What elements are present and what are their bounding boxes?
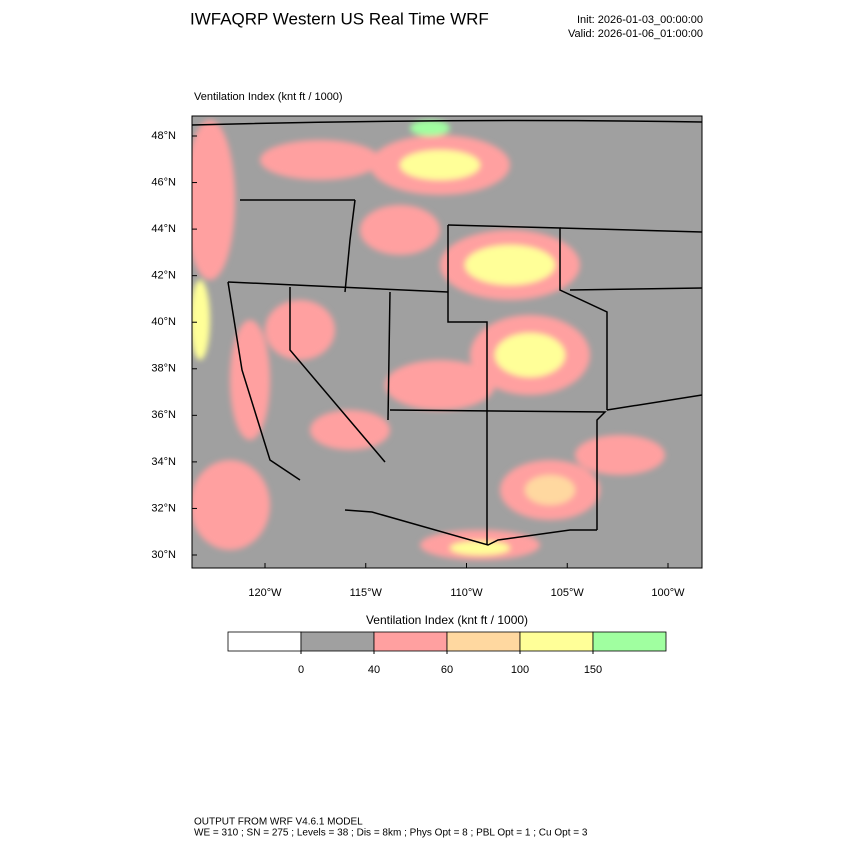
map-shape [289, 287, 386, 463]
footer-line: WE = 310 ; SN = 275 ; Levels = 38 ; Dis … [194, 828, 588, 839]
colorbar-box [592, 631, 667, 652]
colorbar-box [300, 631, 375, 652]
title: IWFAQRP Western US Real Time WRF [190, 9, 489, 28]
colorbar: 0 40 60 100 150 [227, 631, 667, 676]
map-shape [260, 140, 380, 180]
map-shape [606, 394, 702, 411]
colorbar-label: 60 [441, 664, 453, 676]
map-shape [344, 509, 597, 546]
lon-axis: 120°W 115°W 110°W 105°W 100°W [248, 563, 685, 599]
footer-line: OUTPUT FROM WRF V4.6.1 MODEL [194, 817, 363, 828]
map-shape [227, 281, 301, 481]
map-shape [265, 300, 335, 360]
init-time: Init: 2026-01-03_00:00:00 [577, 14, 703, 26]
colorbar-label: 100 [511, 664, 529, 676]
map-shape [410, 120, 450, 136]
map-shape [389, 409, 607, 530]
map-shape [447, 224, 608, 410]
map-shape [385, 360, 495, 410]
lat-tick-label: 46°N [151, 176, 176, 188]
map-shape [525, 475, 575, 505]
map-shape [495, 333, 565, 377]
lat-tick-label: 36°N [151, 409, 176, 421]
map-shape [575, 435, 665, 475]
colorbar-title: Ventilation Index (knt ft / 1000) [366, 613, 528, 627]
lat-tick-label: 38°N [151, 363, 176, 375]
lon-tick-label: 105°W [551, 587, 585, 599]
map-shape [450, 541, 510, 555]
lat-tick-label: 42°N [151, 270, 176, 282]
colorbar-box [373, 631, 448, 652]
field-shading [192, 120, 665, 560]
map-shape [360, 205, 440, 255]
map-shape [465, 245, 555, 285]
lon-tick-label: 100°W [651, 587, 685, 599]
map-shape [387, 291, 391, 421]
colorbar-label: 150 [584, 664, 602, 676]
map-frame [191, 115, 703, 569]
field-label: Ventilation Index (knt ft / 1000) [194, 91, 343, 103]
colorbar-label: 40 [368, 664, 380, 676]
map-shape [447, 225, 488, 545]
colorbar-label: 0 [298, 664, 304, 676]
lat-tick-label: 32°N [151, 502, 176, 514]
map-shape [192, 460, 270, 550]
lon-tick-label: 110°W [450, 587, 483, 599]
map-shape [559, 227, 702, 233]
colorbar-box [227, 631, 302, 652]
map-shape [192, 119, 702, 126]
map-shape [227, 281, 449, 293]
map-shape [230, 320, 270, 440]
lat-tick-label: 34°N [151, 456, 176, 468]
state-borders [192, 119, 702, 546]
map-shape [344, 199, 356, 293]
map-shape [192, 280, 210, 360]
map-shape [569, 287, 702, 291]
colorbar-box [519, 631, 594, 652]
lat-tick-label: 48°N [151, 130, 176, 142]
lon-tick-label: 120°W [248, 587, 282, 599]
lat-tick-label: 30°N [151, 549, 176, 561]
valid-time: Valid: 2026-01-06_01:00:00 [568, 28, 703, 40]
lat-axis: 48°N 46°N 44°N 42°N 40°N 38°N 36°N 34°N 32°N 30°N [151, 130, 197, 561]
colorbar-box [446, 631, 521, 652]
map [192, 116, 702, 568]
map-shape [192, 120, 235, 280]
map-shape [400, 150, 480, 180]
lat-tick-label: 44°N [151, 223, 176, 235]
map-shape [310, 410, 390, 450]
lat-tick-label: 40°N [151, 316, 176, 328]
lon-tick-label: 115°W [350, 587, 383, 599]
